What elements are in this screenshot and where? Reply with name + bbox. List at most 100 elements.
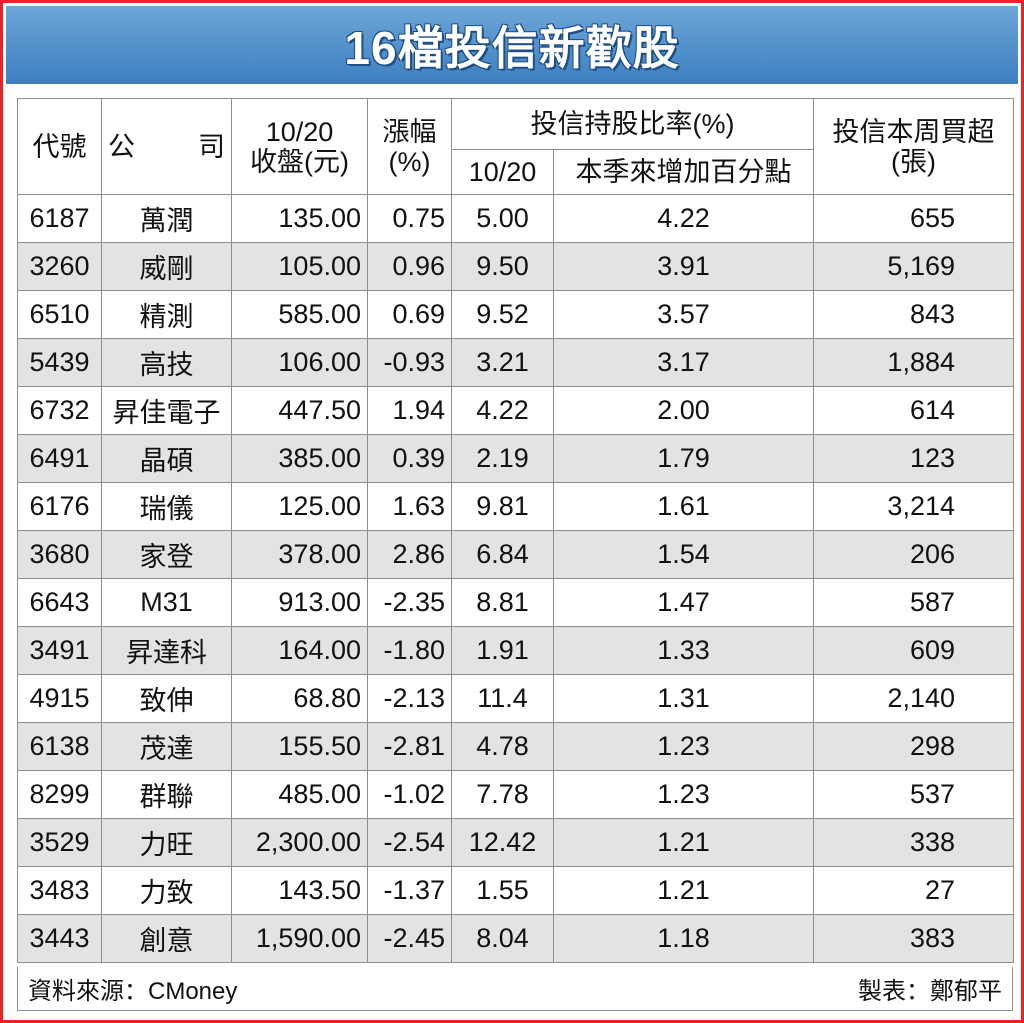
cell-company: 晶碩 [101, 434, 232, 483]
cell-code: 3443 [17, 914, 102, 963]
stock-table: 代號 公 司 10/20 收盤(元) 漲幅 (%) [17, 98, 1014, 963]
cell-holding: 8.04 [451, 914, 554, 963]
table-row: 3443 創意 1,590.00 -2.45 8.04 1.18 383 [17, 914, 1014, 963]
cell-increase: 1.23 [553, 770, 814, 819]
cell-buy: 655 [813, 194, 1014, 243]
cell-company: 萬潤 [101, 194, 232, 243]
cell-increase: 1.23 [553, 722, 814, 771]
cell-increase: 1.33 [553, 626, 814, 675]
table-row: 3529 力旺 2,300.00 -2.54 12.42 1.21 338 [17, 818, 1014, 867]
cell-buy: 3,214 [813, 482, 1014, 531]
cell-code: 6643 [17, 578, 102, 627]
cell-buy: 537 [813, 770, 1014, 819]
cell-buy: 27 [813, 866, 1014, 915]
cell-company: 創意 [101, 914, 232, 963]
cell-company: 力致 [101, 866, 232, 915]
cell-holding: 4.78 [451, 722, 554, 771]
header-close-line2: 收盤(元) [250, 146, 349, 177]
cell-increase: 2.00 [553, 386, 814, 435]
header-company: 公 司 [101, 98, 232, 195]
cell-code: 3491 [17, 626, 102, 675]
cell-holding: 8.81 [451, 578, 554, 627]
cell-close: 378.00 [231, 530, 368, 579]
cell-code: 3483 [17, 866, 102, 915]
table-row: 6138 茂達 155.50 -2.81 4.78 1.23 298 [17, 722, 1014, 771]
table-row: 8299 群聯 485.00 -1.02 7.78 1.23 537 [17, 770, 1014, 819]
source-note: 資料來源：CMoney [28, 978, 238, 1005]
header-holding-increase: 本季來增加百分點 [553, 149, 814, 195]
header-change-line2: (%) [388, 146, 431, 177]
cell-change: 0.39 [367, 434, 452, 483]
title-bar: 16檔投信新歡股 [6, 6, 1018, 84]
cell-close: 385.00 [231, 434, 368, 483]
cell-holding: 9.81 [451, 482, 554, 531]
header-close: 10/20 收盤(元) [231, 98, 368, 195]
cell-change: -0.93 [367, 338, 452, 387]
cell-close: 135.00 [231, 194, 368, 243]
cell-buy: 1,884 [813, 338, 1014, 387]
header-row-2: 10/20 本季來增加百分點 [18, 149, 1014, 195]
cell-buy: 587 [813, 578, 1014, 627]
header-close-line1: 10/20 [265, 116, 334, 147]
header-holding-group: 投信持股比率(%) [451, 98, 814, 150]
cell-increase: 1.31 [553, 674, 814, 723]
cell-holding: 6.84 [451, 530, 554, 579]
cell-close: 143.50 [231, 866, 368, 915]
cell-increase: 1.61 [553, 482, 814, 531]
table-row: 6187 萬潤 135.00 0.75 5.00 4.22 655 [17, 194, 1014, 243]
cell-change: -2.45 [367, 914, 452, 963]
cell-code: 6732 [17, 386, 102, 435]
cell-increase: 1.21 [553, 866, 814, 915]
header-change: 漲幅 (%) [367, 98, 452, 195]
cell-buy: 206 [813, 530, 1014, 579]
table-row: 4915 致伸 68.80 -2.13 11.4 1.31 2,140 [17, 674, 1014, 723]
table-row: 6732 昇佳電子 447.50 1.94 4.22 2.00 614 [17, 386, 1014, 435]
cell-close: 585.00 [231, 290, 368, 339]
cell-code: 3529 [17, 818, 102, 867]
table-row: 3260 威剛 105.00 0.96 9.50 3.91 5,169 [17, 242, 1014, 291]
cell-company: 昇佳電子 [101, 386, 232, 435]
cell-holding: 1.91 [451, 626, 554, 675]
cell-company: 高技 [101, 338, 232, 387]
cell-change: -1.37 [367, 866, 452, 915]
cell-change: -2.13 [367, 674, 452, 723]
cell-buy: 338 [813, 818, 1014, 867]
cell-increase: 1.47 [553, 578, 814, 627]
cell-company: 茂達 [101, 722, 232, 771]
cell-close: 105.00 [231, 242, 368, 291]
cell-close: 1,590.00 [231, 914, 368, 963]
cell-close: 164.00 [231, 626, 368, 675]
cell-buy: 2,140 [813, 674, 1014, 723]
cell-change: 0.69 [367, 290, 452, 339]
cell-close: 125.00 [231, 482, 368, 531]
cell-close: 155.50 [231, 722, 368, 771]
table-row: 6643 M31 913.00 -2.35 8.81 1.47 587 [17, 578, 1014, 627]
cell-change: 1.94 [367, 386, 452, 435]
cell-company: M31 [101, 578, 232, 627]
header-holding-date: 10/20 [451, 149, 554, 195]
cell-change: 1.63 [367, 482, 452, 531]
cell-buy: 843 [813, 290, 1014, 339]
cell-buy: 609 [813, 626, 1014, 675]
cell-company: 群聯 [101, 770, 232, 819]
table-row: 3491 昇達科 164.00 -1.80 1.91 1.33 609 [17, 626, 1014, 675]
cell-company: 威剛 [101, 242, 232, 291]
cell-change: -1.80 [367, 626, 452, 675]
cell-holding: 7.78 [451, 770, 554, 819]
cell-close: 2,300.00 [231, 818, 368, 867]
cell-code: 8299 [17, 770, 102, 819]
cell-increase: 1.54 [553, 530, 814, 579]
cell-holding: 3.21 [451, 338, 554, 387]
cell-change: 0.96 [367, 242, 452, 291]
cell-code: 6138 [17, 722, 102, 771]
cell-change: -2.54 [367, 818, 452, 867]
cell-increase: 1.21 [553, 818, 814, 867]
cell-buy: 123 [813, 434, 1014, 483]
cell-increase: 1.18 [553, 914, 814, 963]
header-code: 代號 [17, 98, 102, 195]
cell-code: 6491 [17, 434, 102, 483]
cell-code: 3680 [17, 530, 102, 579]
cell-holding: 11.4 [451, 674, 554, 723]
cell-close: 447.50 [231, 386, 368, 435]
